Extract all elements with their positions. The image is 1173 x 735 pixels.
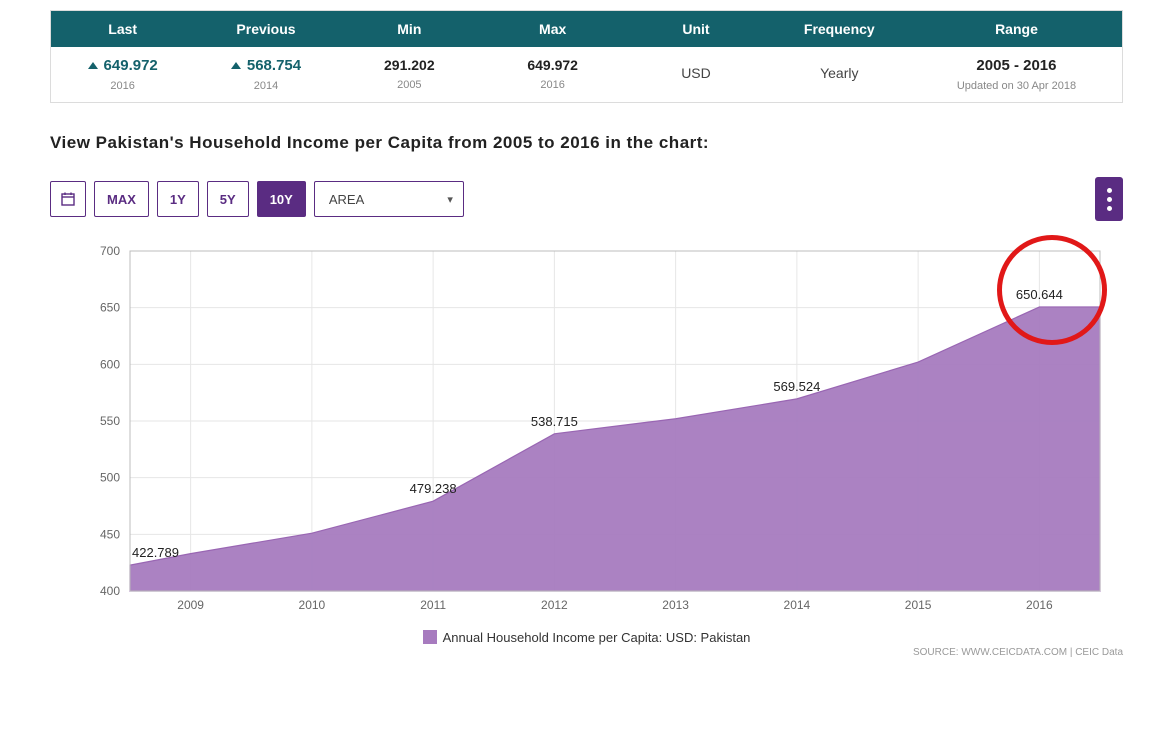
svg-text:650.644: 650.644 xyxy=(1016,287,1063,302)
cell-last: 649.972 2016 xyxy=(51,47,194,102)
svg-text:2013: 2013 xyxy=(662,598,689,612)
svg-text:700: 700 xyxy=(100,244,120,258)
stats-data-row: 649.972 2016 568.754 2014 291.202 2005 6… xyxy=(51,47,1122,102)
svg-text:2015: 2015 xyxy=(905,598,932,612)
up-triangle-icon xyxy=(88,62,98,69)
svg-text:400: 400 xyxy=(100,584,120,598)
max-sub: 2016 xyxy=(485,79,620,91)
svg-text:2014: 2014 xyxy=(784,598,811,612)
svg-text:422.789: 422.789 xyxy=(132,545,179,560)
source-text: SOURCE: WWW.CEICDATA.COM | CEIC Data xyxy=(50,647,1123,658)
col-max: Max xyxy=(481,11,624,47)
chart-type-value: AREA xyxy=(329,192,364,207)
svg-text:2010: 2010 xyxy=(299,598,326,612)
chart-container: 400 450 500 550 600 650 700 2009 2010 2011 2012 201… xyxy=(50,231,1123,626)
range-10y-button[interactable]: 10Y xyxy=(257,181,306,217)
range-5y-button[interactable]: 5Y xyxy=(207,181,249,217)
previous-value: 568.754 xyxy=(247,57,301,74)
svg-text:2011: 2011 xyxy=(420,598,446,612)
previous-sub: 2014 xyxy=(198,80,333,92)
section-title: View Pakistan's Household Income per Cap… xyxy=(50,133,1123,153)
cell-min: 291.202 2005 xyxy=(338,47,481,102)
col-range: Range xyxy=(911,11,1122,47)
svg-text:550: 550 xyxy=(100,414,120,428)
chart-controls: MAX 1Y 5Y 10Y AREA xyxy=(50,177,1123,221)
svg-text:2009: 2009 xyxy=(177,598,204,612)
col-previous: Previous xyxy=(194,11,337,47)
svg-text:450: 450 xyxy=(100,527,120,541)
last-sub: 2016 xyxy=(55,80,190,92)
area-chart: 400 450 500 550 600 650 700 2009 2010 2011 2012 201… xyxy=(50,231,1120,621)
calendar-icon xyxy=(61,192,75,206)
col-min: Min xyxy=(338,11,481,47)
svg-text:650: 650 xyxy=(100,301,120,315)
svg-text:479.238: 479.238 xyxy=(410,481,457,496)
chart-legend: Annual Household Income per Capita: USD:… xyxy=(50,630,1123,645)
cell-max: 649.972 2016 xyxy=(481,47,624,102)
chart-menu-button[interactable] xyxy=(1095,177,1123,221)
min-value: 291.202 xyxy=(342,57,477,73)
col-last: Last xyxy=(51,11,194,47)
cell-unit: USD xyxy=(624,47,767,102)
legend-label: Annual Household Income per Capita: USD:… xyxy=(443,630,751,645)
svg-text:569.524: 569.524 xyxy=(773,379,820,394)
svg-text:600: 600 xyxy=(100,357,120,371)
cell-previous: 568.754 2014 xyxy=(194,47,337,102)
stats-header-row: Last Previous Min Max Unit Frequency Ran… xyxy=(51,11,1122,47)
range-max-button[interactable]: MAX xyxy=(94,181,149,217)
col-unit: Unit xyxy=(624,11,767,47)
range-1y-button[interactable]: 1Y xyxy=(157,181,199,217)
svg-text:538.715: 538.715 xyxy=(531,414,578,429)
legend-swatch xyxy=(423,630,437,644)
stats-table: Last Previous Min Max Unit Frequency Ran… xyxy=(50,10,1123,103)
chart-type-select[interactable]: AREA xyxy=(314,181,464,217)
max-value: 649.972 xyxy=(485,57,620,73)
cell-frequency: Yearly xyxy=(768,47,911,102)
cell-range: 2005 - 2016 Updated on 30 Apr 2018 xyxy=(911,47,1122,102)
svg-text:2012: 2012 xyxy=(541,598,568,612)
last-value: 649.972 xyxy=(104,57,158,74)
min-sub: 2005 xyxy=(342,79,477,91)
range-sub: Updated on 30 Apr 2018 xyxy=(915,80,1118,92)
range-value: 2005 - 2016 xyxy=(915,57,1118,74)
svg-text:2016: 2016 xyxy=(1026,598,1053,612)
col-frequency: Frequency xyxy=(768,11,911,47)
up-triangle-icon xyxy=(231,62,241,69)
calendar-button[interactable] xyxy=(50,181,86,217)
svg-text:500: 500 xyxy=(100,471,120,485)
